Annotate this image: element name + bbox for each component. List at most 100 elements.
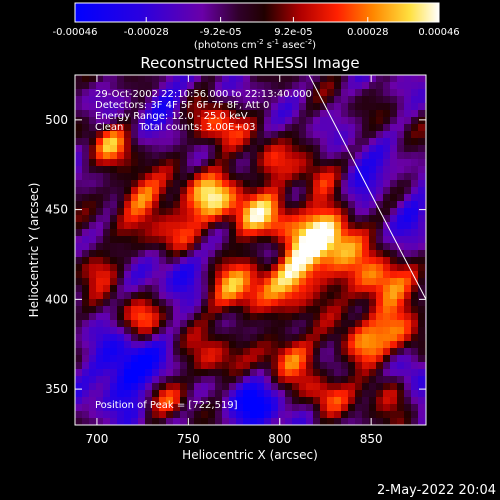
heatmap-cell — [201, 334, 208, 341]
heatmap-cell — [362, 257, 369, 264]
heatmap-cell — [411, 404, 418, 411]
heatmap-cell — [285, 397, 292, 404]
heatmap-cell — [369, 418, 376, 425]
heatmap-cell — [194, 292, 201, 299]
heatmap-cell — [89, 201, 96, 208]
heatmap-cell — [271, 138, 278, 145]
heatmap-cell — [166, 285, 173, 292]
heatmap-cell — [187, 138, 194, 145]
heatmap-cell — [201, 327, 208, 334]
heatmap-cell — [117, 159, 124, 166]
heatmap-cell — [341, 236, 348, 243]
heatmap-cell — [313, 264, 320, 271]
heatmap-cell — [264, 152, 271, 159]
heatmap-cell — [110, 348, 117, 355]
heatmap-cell — [229, 397, 236, 404]
heatmap-cell — [418, 369, 425, 376]
heatmap-cell — [166, 404, 173, 411]
heatmap-cell — [376, 166, 383, 173]
heatmap-cell — [159, 404, 166, 411]
heatmap-cell — [187, 271, 194, 278]
heatmap-cell — [152, 166, 159, 173]
heatmap-cell — [208, 117, 215, 124]
heatmap-cell — [397, 187, 404, 194]
heatmap-cell — [362, 299, 369, 306]
heatmap-cell — [348, 292, 355, 299]
heatmap-cell — [355, 208, 362, 215]
heatmap-cell — [110, 313, 117, 320]
heatmap-cell — [404, 215, 411, 222]
heatmap-cell — [145, 250, 152, 257]
heatmap-cell — [243, 152, 250, 159]
heatmap-cell — [110, 145, 117, 152]
heatmap-cell — [404, 355, 411, 362]
heatmap-cell — [397, 264, 404, 271]
heatmap-cell — [271, 383, 278, 390]
heatmap-cell — [89, 194, 96, 201]
heatmap-cell — [131, 299, 138, 306]
heatmap-cell — [215, 152, 222, 159]
heatmap-cell — [236, 390, 243, 397]
heatmap-cell — [320, 327, 327, 334]
heatmap-cell — [355, 152, 362, 159]
heatmap-cell — [271, 264, 278, 271]
heatmap-cell — [264, 411, 271, 418]
heatmap-cell — [236, 334, 243, 341]
heatmap-cell — [404, 334, 411, 341]
heatmap-cell — [313, 75, 320, 82]
heatmap-cell — [271, 236, 278, 243]
heatmap-cell — [404, 96, 411, 103]
heatmap-cell — [173, 418, 180, 425]
heatmap-cell — [285, 264, 292, 271]
heatmap-cell — [187, 187, 194, 194]
heatmap-cell — [96, 215, 103, 222]
heatmap-cell — [159, 376, 166, 383]
heatmap-cell — [313, 243, 320, 250]
heatmap-cell — [348, 285, 355, 292]
heatmap-cell — [257, 376, 264, 383]
heatmap-cell — [187, 110, 194, 117]
heatmap-cell — [229, 250, 236, 257]
heatmap-cell — [341, 229, 348, 236]
heatmap-cell — [341, 418, 348, 425]
heatmap-cell — [257, 264, 264, 271]
heatmap-cell — [383, 383, 390, 390]
heatmap-cell — [271, 334, 278, 341]
heatmap-cell — [180, 180, 187, 187]
heatmap-cell — [145, 278, 152, 285]
heatmap-cell — [264, 201, 271, 208]
heatmap-cell — [159, 236, 166, 243]
heatmap-cell — [124, 103, 131, 110]
heatmap-cell — [369, 208, 376, 215]
heatmap-cell — [166, 131, 173, 138]
heatmap-cell — [299, 264, 306, 271]
heatmap-cell — [187, 208, 194, 215]
heatmap-cell — [194, 404, 201, 411]
heatmap-cell — [355, 180, 362, 187]
heatmap-cell — [131, 418, 138, 425]
heatmap-cell — [306, 145, 313, 152]
heatmap-cell — [187, 222, 194, 229]
heatmap-cell — [145, 418, 152, 425]
heatmap-cell — [187, 124, 194, 131]
heatmap-cell — [145, 138, 152, 145]
heatmap-cell — [411, 201, 418, 208]
heatmap-cell — [355, 138, 362, 145]
heatmap-cell — [159, 187, 166, 194]
heatmap-cell — [215, 201, 222, 208]
heatmap-cell — [271, 411, 278, 418]
heatmap-cell — [229, 411, 236, 418]
heatmap-cell — [334, 110, 341, 117]
heatmap-cell — [159, 229, 166, 236]
heatmap-cell — [299, 390, 306, 397]
heatmap-cell — [320, 355, 327, 362]
heatmap-cell — [376, 348, 383, 355]
heatmap-cell — [404, 299, 411, 306]
heatmap-cell — [159, 145, 166, 152]
heatmap-cell — [208, 131, 215, 138]
heatmap-cell — [103, 145, 110, 152]
heatmap-cell — [180, 285, 187, 292]
heatmap-cell — [75, 278, 82, 285]
heatmap-cell — [264, 313, 271, 320]
heatmap-cell — [201, 187, 208, 194]
